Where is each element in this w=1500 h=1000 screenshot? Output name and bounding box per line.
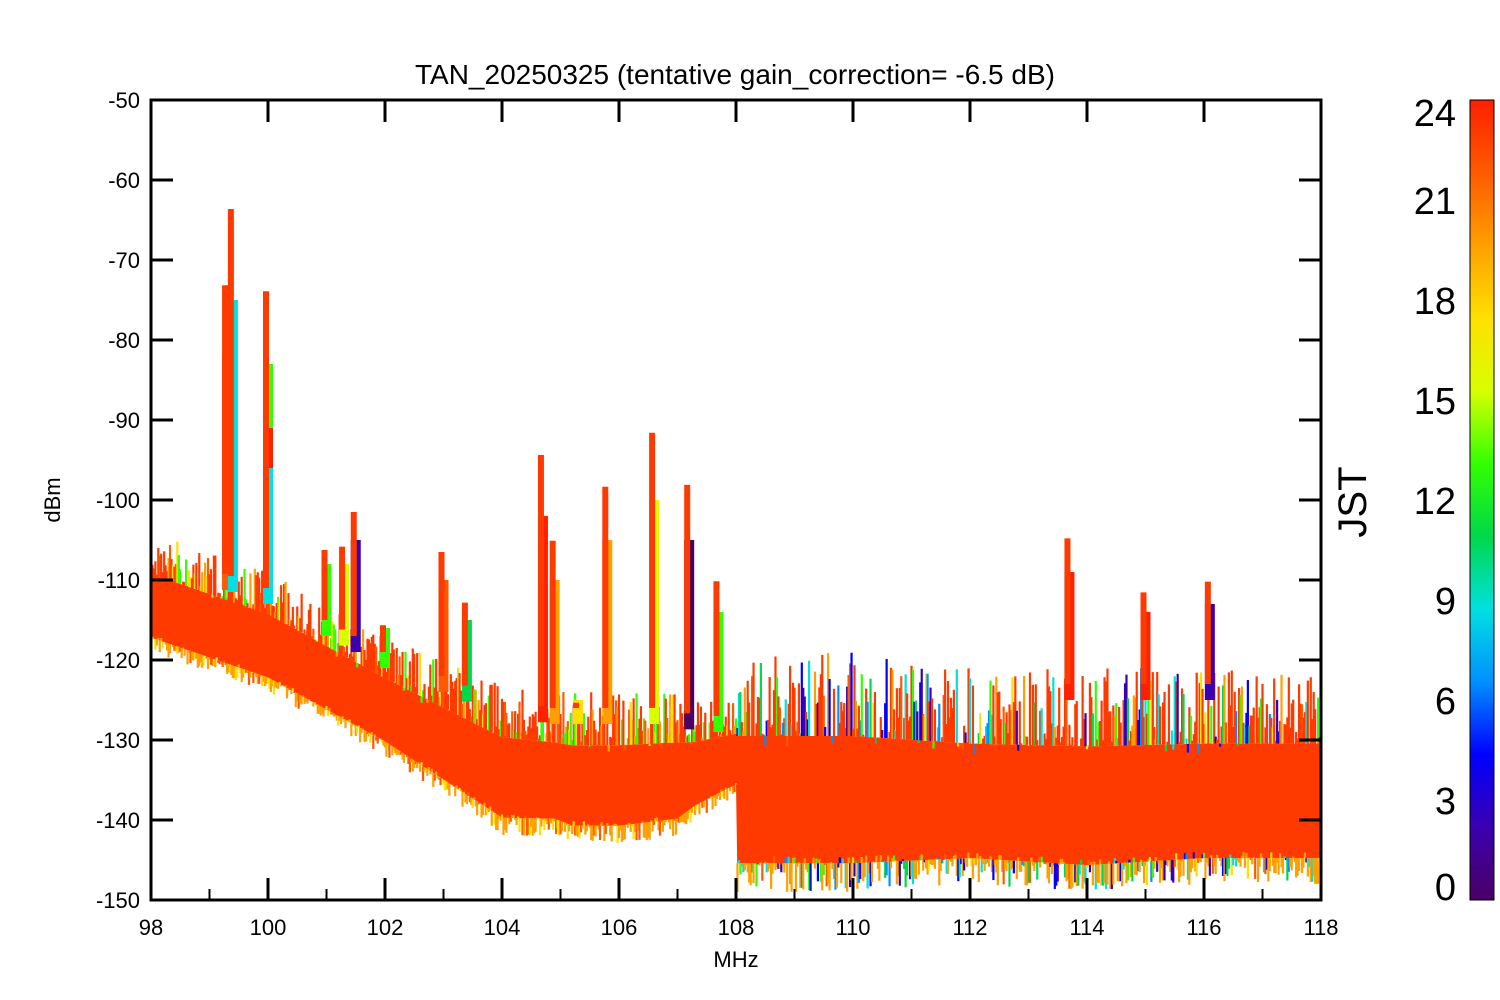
x-axis: 98 100 102 104 106 108 110 112 114 116 118: [139, 100, 1339, 940]
colorbar-tick-label: 18: [1414, 281, 1456, 323]
y-tick-label: -90: [108, 408, 140, 433]
y-tick-label: -130: [96, 728, 140, 753]
chart-title: TAN_20250325 (tentative gain_correction=…: [415, 59, 1055, 90]
colorbar-tick-label: 0: [1435, 867, 1456, 909]
colorbar-tick-label: 21: [1414, 181, 1456, 223]
colorbar-tick-label: 9: [1435, 581, 1456, 623]
y-tick-label: -100: [96, 488, 140, 513]
colorbar-label: JST: [1331, 466, 1375, 537]
x-tick-label: 114: [1069, 915, 1104, 940]
x-tick-label: 100: [250, 915, 287, 940]
y-axis-label: dBm: [40, 477, 65, 522]
y-tick-label: -60: [108, 168, 140, 193]
y-tick-label: -80: [108, 328, 140, 353]
colorbar-tick-label: 3: [1435, 781, 1456, 823]
y-axis: -50 -60 -70 -80 -90 -100 -110 -120 -130 -140 -150: [96, 88, 1321, 913]
y-tick-label: -140: [96, 808, 140, 833]
x-tick-label: 110: [835, 915, 870, 940]
y-tick-label: -70: [108, 248, 140, 273]
colorbar-tick-label: 24: [1414, 93, 1456, 135]
x-tick-label: 108: [718, 915, 755, 940]
x-tick-label: 106: [601, 915, 638, 940]
colorbar-tick-label: 6: [1435, 681, 1456, 723]
colorbar: 0 3 6 9 12 15 18 21 24 JST: [1331, 93, 1495, 909]
colorbar-tick-label: 12: [1414, 481, 1456, 523]
y-tick-label: -120: [96, 648, 140, 673]
signal-layer: [222, 209, 1215, 732]
y-tick-label: -110: [98, 568, 140, 593]
colorbar-tick-label: 15: [1414, 381, 1456, 423]
x-tick-label: 118: [1303, 915, 1338, 940]
plot-area: [151, 209, 1321, 892]
noise-floor-layer: [151, 541, 1321, 892]
x-tick-label: 98: [139, 915, 163, 940]
colorbar-ticks: 0 3 6 9 12 15 18 21 24: [1414, 93, 1456, 909]
x-tick-label: 102: [367, 915, 404, 940]
x-tick-label: 116: [1186, 915, 1221, 940]
y-tick-label: -50: [108, 88, 140, 113]
y-tick-label: -150: [96, 888, 140, 913]
noise-floor-band: [151, 574, 1321, 866]
colorbar-gradient: [1469, 99, 1495, 901]
x-tick-label: 112: [952, 915, 987, 940]
x-tick-label: 104: [484, 915, 521, 940]
x-axis-label: MHz: [713, 947, 758, 972]
